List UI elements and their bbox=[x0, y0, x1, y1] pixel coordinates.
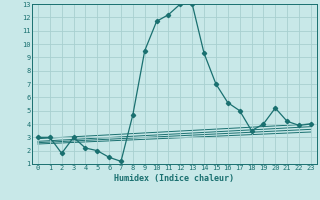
X-axis label: Humidex (Indice chaleur): Humidex (Indice chaleur) bbox=[115, 174, 234, 183]
